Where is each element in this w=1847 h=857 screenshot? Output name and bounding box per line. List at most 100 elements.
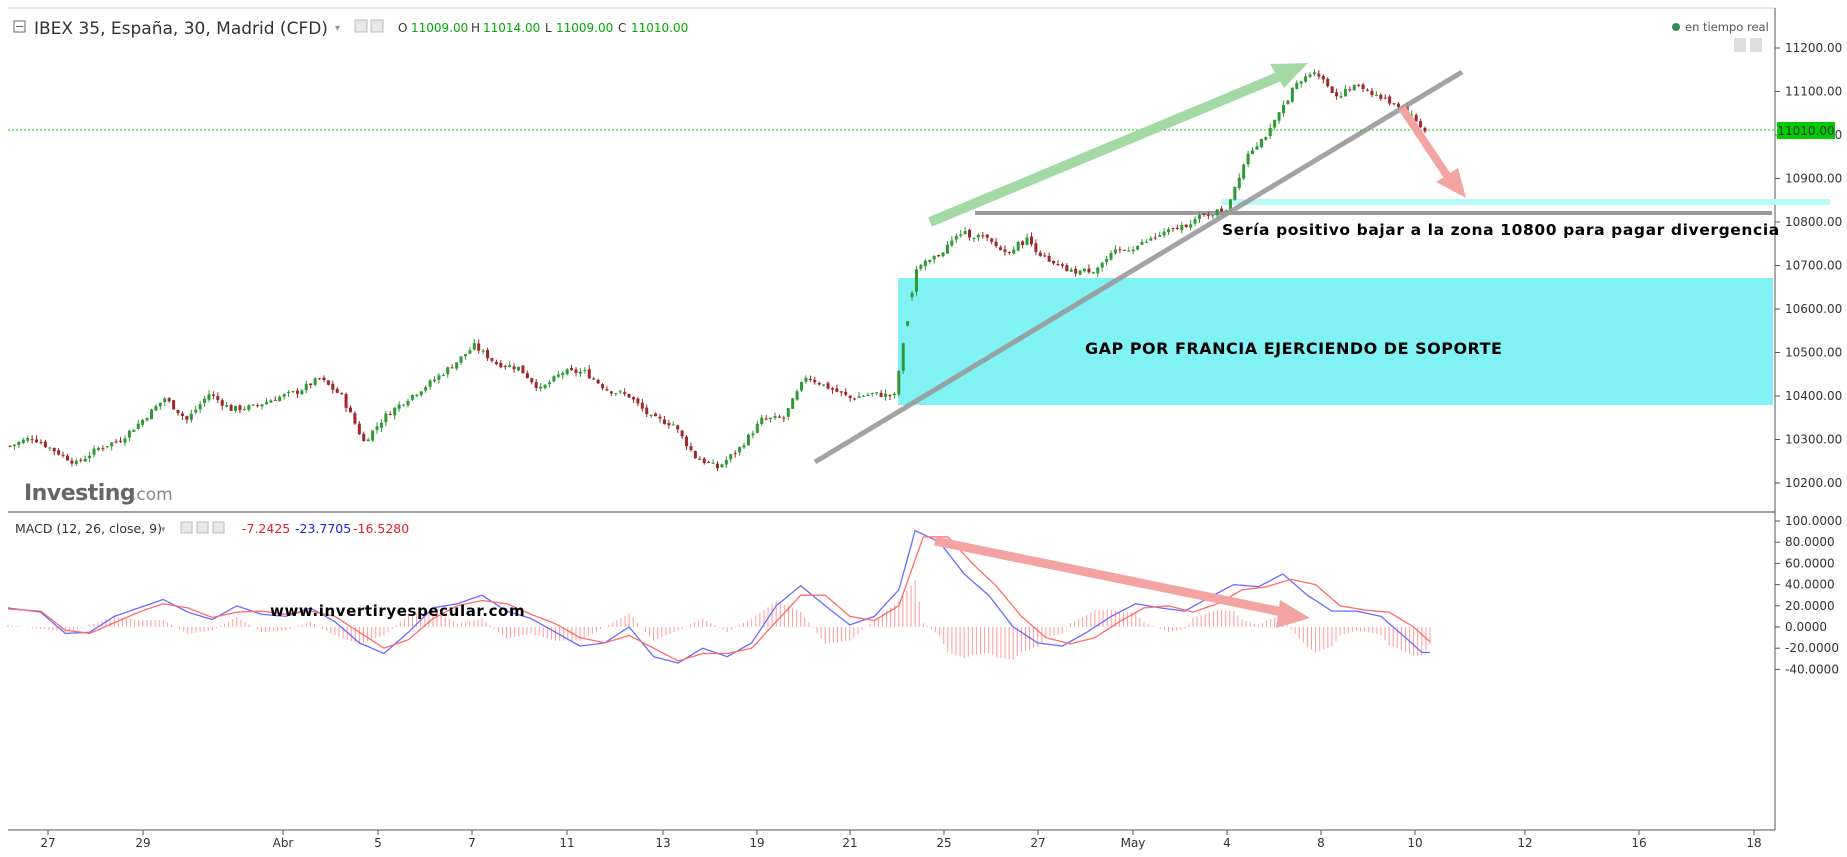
candle-body: [185, 416, 189, 420]
candle-body: [1025, 237, 1029, 245]
candle-body: [1175, 227, 1179, 229]
current-price-box: [1777, 122, 1835, 139]
candle-body: [57, 450, 61, 455]
candle-body: [963, 230, 967, 235]
add-icon[interactable]: [370, 19, 384, 33]
candle-body: [348, 407, 352, 413]
candle-body: [711, 462, 715, 464]
time-axis[interactable]: 27 29 Abr 5 7 11 13 19 21 25 27 May 4 8 10 12 16 18: [40, 830, 1762, 850]
settings-icon[interactable]: [354, 19, 368, 33]
candle-body: [318, 378, 322, 380]
candle-body: [994, 241, 998, 247]
candle-body: [972, 237, 976, 239]
candle-body: [658, 416, 662, 419]
candle-body: [1277, 112, 1281, 121]
candle-body: [1220, 208, 1224, 212]
candle-body: [490, 358, 494, 361]
candle-body: [1233, 186, 1237, 200]
macd-settings-icon[interactable]: [180, 521, 193, 534]
symbol-dropdown-icon[interactable]: ▾: [335, 23, 340, 34]
svg-text:Investing: Investing: [24, 481, 135, 506]
macd-dropdown-icon[interactable]: ▾: [161, 524, 166, 534]
main-chart-header: IBEX 35, España, 30, Madrid (CFD) ▾ O 11…: [13, 19, 688, 39]
price-tick-label: 11100.00: [1785, 85, 1842, 99]
macd-tick-label: 40.0000: [1785, 578, 1835, 592]
candle-body: [388, 413, 392, 416]
candle-body: [662, 419, 666, 425]
candle-body: [1370, 90, 1374, 96]
candle-body: [1180, 225, 1184, 231]
svg-text:H: H: [471, 21, 480, 35]
candle-body: [1339, 96, 1343, 98]
candle-body: [791, 398, 795, 409]
candle-body: [521, 365, 525, 374]
candle-body: [1423, 127, 1427, 132]
candle-body: [282, 394, 286, 397]
candle-body: [1383, 97, 1387, 99]
price-axis[interactable]: 11200.0011100.0011000.0010900.0010800.00…: [1775, 41, 1842, 490]
candle-body: [264, 401, 268, 405]
price-tick-label: 10800.00: [1785, 215, 1842, 229]
candle-body: [251, 404, 255, 406]
price-tick-label: 10200.00: [1785, 476, 1842, 490]
svg-text:-7.2425: -7.2425: [242, 521, 290, 536]
candle-body: [800, 381, 804, 391]
candle-body: [808, 378, 812, 380]
candle-body: [853, 398, 857, 400]
candle-body: [1158, 235, 1162, 237]
candle-body: [645, 407, 649, 415]
symbol-title[interactable]: IBEX 35, España, 30, Madrid (CFD): [34, 19, 328, 39]
candle-body: [163, 398, 167, 403]
candle-body: [1396, 103, 1400, 108]
candle-body: [764, 418, 768, 420]
candle-body: [729, 454, 733, 460]
candle-body: [366, 439, 370, 442]
candle-body: [1268, 127, 1272, 136]
candle-body: [813, 379, 817, 383]
x-tick-label: 21: [842, 836, 857, 850]
candle-body: [932, 256, 936, 260]
candle-body: [609, 391, 613, 394]
macd-close-icon[interactable]: [212, 521, 225, 534]
candle-body: [769, 417, 773, 419]
candle-body: [150, 409, 153, 420]
candle-body: [291, 391, 295, 393]
candle-body: [1259, 138, 1263, 148]
candle-body: [1065, 265, 1069, 272]
candle-body: [1282, 104, 1285, 114]
candle-body: [114, 441, 118, 443]
candle-body: [848, 395, 852, 399]
x-tick-label: 12: [1517, 836, 1532, 850]
candle-body: [437, 375, 441, 380]
candle-body: [1091, 272, 1095, 274]
candle-body: [1087, 268, 1091, 273]
candle-body: [1074, 268, 1078, 274]
x-tick-label: May: [1121, 836, 1146, 850]
macd-title[interactable]: MACD (12, 26, close, 9): [15, 521, 162, 536]
candle-body: [543, 384, 547, 389]
info-icon[interactable]: [1734, 38, 1746, 52]
candle-body: [220, 400, 224, 406]
pause-icon[interactable]: [1750, 38, 1762, 52]
collapse-toggle-icon[interactable]: [13, 20, 26, 33]
macd-add-icon[interactable]: [196, 521, 209, 534]
candle-body: [96, 447, 100, 450]
candle-body: [914, 269, 918, 292]
candle-body: [424, 387, 428, 391]
candle-body: [1335, 92, 1339, 97]
candle-body: [981, 235, 985, 237]
svg-text:.com: .com: [131, 485, 173, 505]
candle-body: [65, 455, 69, 461]
candle-body: [578, 371, 582, 374]
candle-body: [92, 448, 96, 455]
candle-body: [525, 373, 529, 379]
candle-body: [1304, 76, 1308, 82]
candle-body: [1330, 86, 1334, 93]
candle-body: [959, 234, 963, 236]
candle-body: [167, 398, 171, 402]
macd-axis[interactable]: 100.0000 80.0000 60.0000 40.0000 20.0000 0.00…: [1775, 514, 1842, 676]
candle-body: [760, 417, 764, 424]
svg-text:-23.7705: -23.7705: [295, 521, 351, 536]
candle-body: [39, 442, 43, 444]
